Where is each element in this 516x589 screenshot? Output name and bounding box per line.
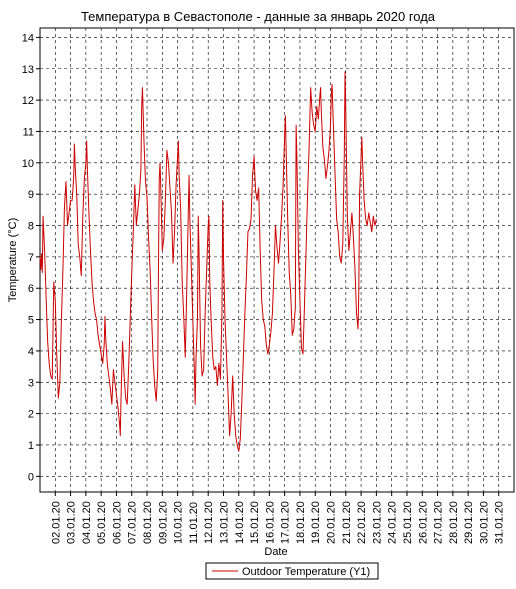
- x-tick-label: 25.01.20: [402, 501, 414, 544]
- y-tick-label: 2: [28, 409, 34, 421]
- x-tick-label: 20.01.20: [326, 501, 338, 544]
- y-axis-label: Temperature (°C): [7, 218, 19, 302]
- legend-label: Outdoor Temperature (Y1): [242, 566, 370, 578]
- x-tick-label: 28.01.20: [448, 501, 460, 544]
- x-tick-label: 09.01.20: [157, 501, 169, 544]
- y-tick-label: 7: [28, 252, 34, 264]
- y-tick-label: 5: [28, 315, 34, 327]
- y-tick-label: 13: [22, 64, 34, 76]
- x-tick-label: 10.01.20: [173, 501, 185, 544]
- x-tick-label: 24.01.20: [387, 501, 399, 544]
- x-tick-label: 18.01.20: [295, 501, 307, 544]
- y-tick-label: 14: [22, 32, 34, 44]
- x-tick-label: 19.01.20: [310, 501, 322, 544]
- grid-lines: [40, 28, 514, 492]
- x-tick-label: 15.01.20: [249, 501, 261, 544]
- x-tick-label: 07.01.20: [127, 501, 139, 544]
- legend: Outdoor Temperature (Y1): [205, 562, 379, 580]
- x-tick-label: 08.01.20: [142, 501, 154, 544]
- x-tick-label: 31.01.20: [494, 501, 506, 544]
- y-tick-label: 6: [28, 283, 34, 295]
- x-axis-label: Date: [264, 546, 287, 558]
- series-line: [39, 71, 377, 452]
- x-tick-label: 14.01.20: [234, 501, 246, 544]
- series-group: [39, 71, 377, 452]
- x-tick-label: 27.01.20: [433, 501, 445, 544]
- x-tick-label: 21.01.20: [341, 501, 353, 544]
- x-tick-label: 17.01.20: [280, 501, 292, 544]
- x-tick-label: 02.01.20: [50, 501, 62, 544]
- y-tick-label: 1: [28, 440, 34, 452]
- x-tick-label: 11.01.20: [188, 502, 200, 544]
- y-tick-label: 10: [22, 158, 34, 170]
- x-tick-label: 30.01.20: [478, 501, 490, 544]
- y-tick-label: 11: [23, 126, 34, 138]
- y-tick-label: 0: [28, 471, 34, 483]
- x-tick-label: 23.01.20: [371, 501, 383, 544]
- x-tick-label: 16.01.20: [264, 501, 276, 544]
- y-tick-label: 12: [22, 95, 34, 107]
- legend-box: [205, 562, 379, 580]
- y-tick-label: 3: [28, 377, 34, 389]
- x-tick-label: 13.01.20: [218, 501, 230, 544]
- y-tick-label: 8: [28, 221, 34, 233]
- x-tick-label: 03.01.20: [66, 501, 78, 544]
- x-tick-label: 26.01.20: [417, 501, 429, 544]
- x-axis: 02.01.20 03.01.20 04.01.20 05.01.20 06.01.20…: [50, 492, 506, 544]
- y-tick-label: 9: [28, 189, 34, 201]
- x-tick-label: 12.01.20: [203, 501, 215, 544]
- x-tick-label: 29.01.20: [463, 501, 475, 544]
- x-tick-label: 04.01.20: [81, 501, 93, 544]
- x-tick-label: 05.01.20: [96, 501, 108, 544]
- x-tick-label: 06.01.20: [111, 501, 123, 544]
- chart-title: Температура в Севастополе - данные за ян…: [81, 9, 436, 24]
- x-tick-label: 22.01.20: [356, 501, 368, 544]
- y-tick-label: 4: [28, 346, 34, 358]
